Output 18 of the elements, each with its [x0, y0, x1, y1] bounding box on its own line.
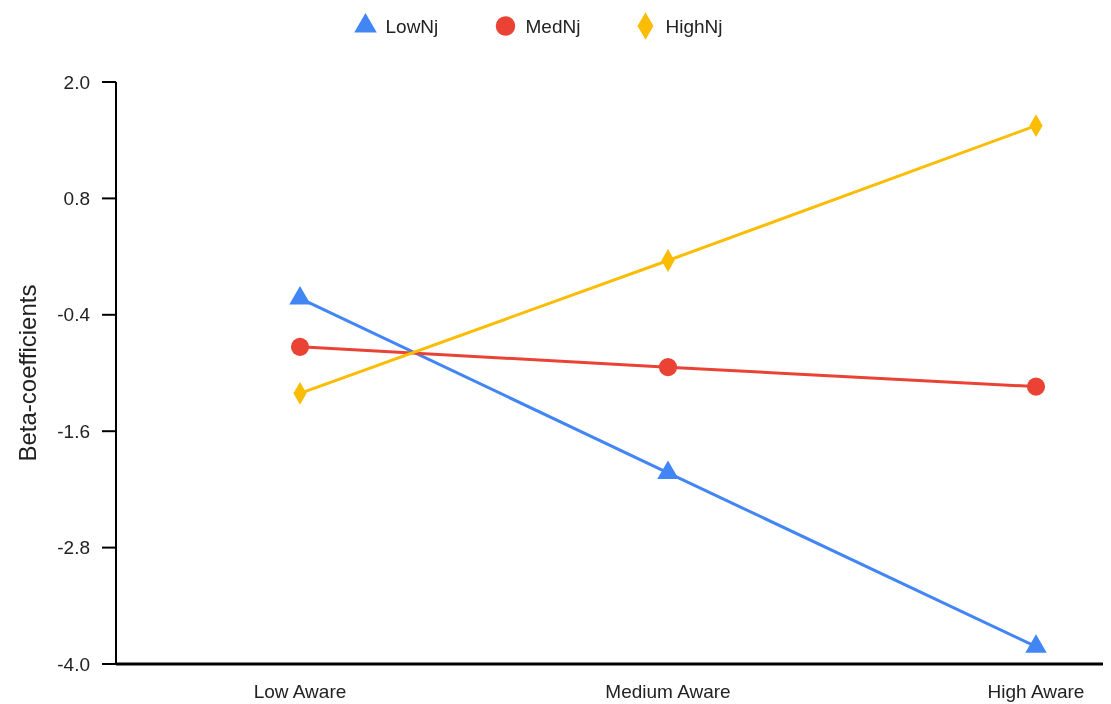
y-tick-label: 2.0 [63, 71, 90, 93]
y-tick-label: -4.0 [57, 653, 90, 675]
y-tick-label: -0.4 [57, 304, 91, 326]
x-tick-label: Medium Aware [605, 681, 731, 702]
legend-label: HighNj [665, 15, 723, 37]
point [657, 460, 679, 480]
point [1025, 634, 1047, 653]
y-tick-label: 0.8 [63, 188, 90, 210]
y-tick-label: -2.8 [57, 537, 90, 559]
y-tick-label: -1.6 [57, 420, 90, 442]
point [290, 337, 310, 356]
point [658, 358, 678, 377]
y-axis-title: Beta-coefficients [14, 284, 41, 462]
point [1026, 377, 1046, 396]
legend-label: MedNj [525, 15, 581, 37]
x-tick-label: High Aware [987, 681, 1085, 702]
x-tick-label: Low Aware [253, 681, 347, 702]
legend-label: LowNj [385, 15, 439, 37]
